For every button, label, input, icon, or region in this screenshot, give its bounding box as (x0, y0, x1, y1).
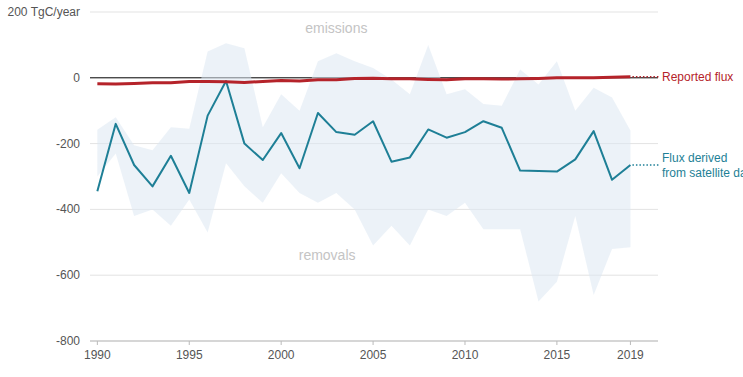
grid-line (90, 341, 658, 342)
y-tick-label: 200 TgC/year (8, 5, 81, 19)
annotation: removals (299, 247, 356, 263)
x-tick (464, 341, 465, 345)
y-tick-label: -800 (56, 334, 80, 348)
x-tick (97, 341, 98, 345)
y-tick-label: -400 (56, 202, 80, 216)
x-tick (373, 341, 374, 345)
y-tick-label: -200 (56, 137, 80, 151)
x-tick-label: 2010 (452, 348, 479, 362)
label-leader (632, 164, 660, 166)
series-line (97, 77, 630, 84)
series-label: Flux derivedfrom satellite data (662, 151, 743, 180)
series-label: Reported flux (662, 70, 733, 84)
chart-container: 200 TgC/year 0 -200 -400 -600 -800 1990 1995 200… (0, 0, 743, 377)
x-axis-line (90, 341, 658, 342)
x-tick (281, 341, 282, 345)
x-tick (189, 341, 190, 345)
x-tick-label: 2015 (544, 348, 571, 362)
grid-line (90, 12, 658, 13)
series-label-line: Flux derived (662, 151, 727, 165)
annotation: emissions (305, 20, 367, 36)
series-line (97, 81, 630, 193)
label-leader (632, 76, 660, 78)
x-tick-label: 2005 (360, 348, 387, 362)
x-tick-label: 2000 (268, 348, 295, 362)
x-tick-label: 1995 (176, 348, 203, 362)
series-label-line: Reported flux (662, 70, 733, 84)
x-tick (630, 341, 631, 345)
y-tick-label: 0 (73, 71, 80, 85)
x-tick-label: 2019 (617, 348, 644, 362)
x-tick-label: 1990 (84, 348, 111, 362)
series-label-line: from satellite data (662, 166, 743, 180)
grid-line (90, 275, 658, 276)
y-tick-label: -600 (56, 268, 80, 282)
plot-marks (97, 43, 630, 301)
x-tick (556, 341, 557, 345)
chart: 200 TgC/year 0 -200 -400 -600 -800 1990 1995 200… (0, 0, 743, 377)
uncertainty-band (97, 43, 630, 301)
